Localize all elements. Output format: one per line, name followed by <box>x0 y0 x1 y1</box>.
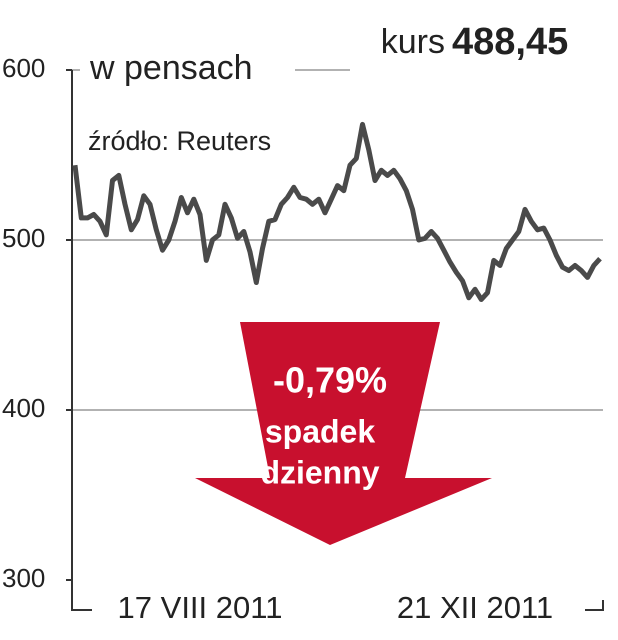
x-tick-label: 21 XII 2011 <box>397 590 553 625</box>
x-tick-label: 17 VIII 2011 <box>118 590 283 625</box>
annotation-line: dzienny <box>260 454 379 490</box>
y-tick-label: 600 <box>2 53 45 83</box>
source: źródło: Reuters <box>88 126 271 156</box>
y-tick-label: 400 <box>2 393 45 423</box>
x-axis-left <box>71 600 92 611</box>
change-label: -0,79% <box>273 360 387 401</box>
y-axis-label: w pensach <box>89 49 253 87</box>
headline-value: 488,45 <box>452 21 568 63</box>
annotation-line: spadek <box>265 413 375 449</box>
y-tick-label: 500 <box>2 223 45 253</box>
price-line <box>72 121 602 302</box>
title: kurs <box>381 23 445 61</box>
y-tick-label: 300 <box>2 563 45 593</box>
label-backdrop <box>80 45 295 95</box>
title-backdrop <box>350 20 618 80</box>
x-axis-right <box>585 600 604 611</box>
arrow <box>195 322 492 545</box>
